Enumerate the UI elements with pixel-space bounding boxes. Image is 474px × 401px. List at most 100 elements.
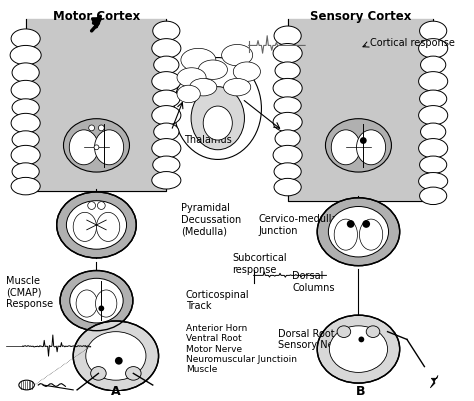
Circle shape [362,220,370,228]
Ellipse shape [273,146,302,165]
Ellipse shape [275,62,300,79]
Ellipse shape [64,119,129,172]
Ellipse shape [11,177,40,195]
Ellipse shape [10,45,41,65]
Ellipse shape [274,163,301,180]
Ellipse shape [337,326,351,338]
Ellipse shape [419,21,447,41]
Ellipse shape [198,60,228,79]
Text: Dorsal
Columns: Dorsal Columns [292,271,335,293]
Text: Sensory Cortex: Sensory Cortex [310,10,411,22]
Ellipse shape [419,139,448,158]
Text: Motor Cortex: Motor Cortex [53,10,140,22]
Ellipse shape [153,90,180,107]
Ellipse shape [152,172,181,189]
Ellipse shape [181,49,216,72]
Ellipse shape [152,139,181,158]
Circle shape [358,336,365,342]
Circle shape [99,306,104,311]
Ellipse shape [233,62,260,81]
Ellipse shape [273,43,302,63]
Ellipse shape [190,79,217,96]
Ellipse shape [419,90,447,107]
Text: Cervico-medullary
Junction: Cervico-medullary Junction [258,214,348,236]
Ellipse shape [95,290,117,317]
Ellipse shape [203,106,232,140]
Ellipse shape [73,321,159,391]
Circle shape [347,220,355,228]
Ellipse shape [174,58,262,160]
Ellipse shape [126,367,141,380]
Text: Muscle
(CMAP)
Response: Muscle (CMAP) Response [6,276,54,310]
Ellipse shape [419,105,448,125]
Ellipse shape [317,198,400,266]
Ellipse shape [117,342,142,375]
Ellipse shape [419,172,448,190]
Ellipse shape [328,207,389,257]
Ellipse shape [419,187,447,205]
Ellipse shape [153,156,180,174]
Ellipse shape [152,105,181,125]
Ellipse shape [329,326,388,373]
Ellipse shape [222,45,253,66]
Ellipse shape [331,130,360,165]
Ellipse shape [274,26,301,45]
Ellipse shape [154,56,179,73]
Ellipse shape [326,119,392,172]
Ellipse shape [60,271,133,331]
Ellipse shape [366,326,380,338]
Ellipse shape [359,219,383,250]
Text: Pyramidal
Decussation
(Medulla): Pyramidal Decussation (Medulla) [181,203,241,237]
Circle shape [99,125,104,131]
Ellipse shape [419,156,447,174]
Text: Corticospinal
Track: Corticospinal Track [186,290,249,312]
Ellipse shape [153,21,180,41]
Text: Anterior Horn
Ventral Root
Motor Nerve
Neuromuscular Junctioin
Muscle: Anterior Horn Ventral Root Motor Nerve N… [186,324,297,375]
Circle shape [98,202,105,209]
Ellipse shape [275,130,300,147]
Ellipse shape [86,332,146,380]
Ellipse shape [11,146,40,165]
Ellipse shape [273,79,302,98]
Ellipse shape [177,68,206,87]
Ellipse shape [12,163,39,180]
Text: A: A [111,385,121,398]
Ellipse shape [333,336,358,369]
Ellipse shape [273,112,302,132]
Ellipse shape [19,380,35,390]
Ellipse shape [94,130,124,165]
Ellipse shape [76,290,98,317]
Polygon shape [430,375,438,388]
Circle shape [360,137,367,144]
Ellipse shape [11,29,40,49]
Ellipse shape [69,130,99,165]
Ellipse shape [57,192,136,258]
Ellipse shape [274,97,301,114]
Ellipse shape [356,130,386,165]
Ellipse shape [70,278,123,323]
Ellipse shape [66,200,127,249]
Ellipse shape [419,72,448,91]
Text: Thalamus: Thalamus [184,135,232,144]
Text: Dorsal Root
Sensory Nerve: Dorsal Root Sensory Nerve [278,329,349,350]
Polygon shape [91,16,100,31]
Ellipse shape [12,99,39,116]
Text: Subcortical
response: Subcortical response [232,253,287,275]
Ellipse shape [358,336,383,369]
Circle shape [115,357,123,365]
Ellipse shape [73,212,97,241]
Ellipse shape [12,63,39,82]
Circle shape [94,145,99,150]
Ellipse shape [317,315,400,383]
Ellipse shape [334,219,357,250]
Ellipse shape [152,72,181,91]
Ellipse shape [154,123,179,140]
Ellipse shape [90,342,115,375]
Ellipse shape [420,56,446,73]
Circle shape [89,125,94,131]
Ellipse shape [224,79,251,96]
Ellipse shape [419,38,448,58]
Ellipse shape [152,38,181,58]
Ellipse shape [420,123,446,140]
Ellipse shape [11,113,40,133]
